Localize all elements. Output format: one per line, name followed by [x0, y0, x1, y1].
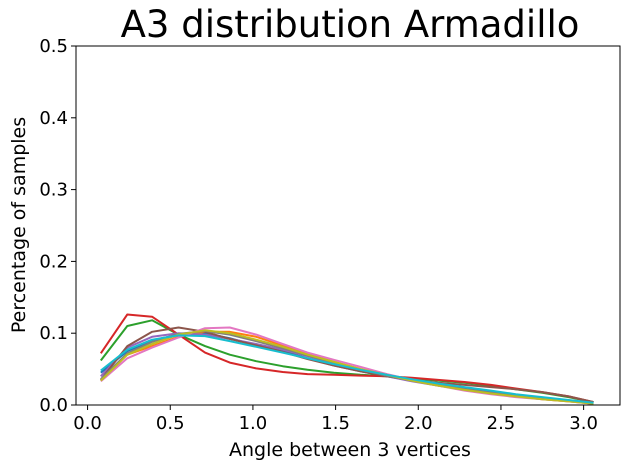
x-tick-label: 0.0 [73, 413, 102, 434]
x-tick-label: 2.0 [404, 413, 433, 434]
y-tick-label: 0.4 [39, 108, 68, 129]
y-tick-label: 0.1 [39, 323, 68, 344]
plot-frame [75, 45, 621, 406]
x-tick-label: 0.5 [156, 413, 185, 434]
y-axis-label: Percentage of samples [8, 117, 30, 333]
y-tick-label: 0.3 [39, 180, 68, 201]
series-line-10 [100, 334, 594, 404]
y-tick-label: 0.0 [39, 395, 68, 416]
plot-lines [99, 313, 594, 405]
y-tick-label: 0.2 [39, 251, 68, 272]
x-tick-label: 2.5 [487, 413, 516, 434]
series-line-6 [100, 326, 594, 404]
x-tick-label: 1.5 [321, 413, 350, 434]
y-axis-ticks: 0.0 0.1 0.2 0.3 0.4 0.5 [39, 36, 76, 416]
x-axis-label: Angle between 3 vertices [229, 439, 471, 461]
chart-title: A3 distribution Armadillo [121, 3, 580, 46]
x-tick-label: 1.0 [239, 413, 268, 434]
x-tick-label: 3.0 [569, 413, 598, 434]
series-line-9 [100, 329, 594, 405]
x-axis-ticks: 0.0 0.5 1.0 1.5 2.0 2.5 3.0 [73, 405, 598, 434]
y-tick-label: 0.5 [39, 36, 68, 57]
